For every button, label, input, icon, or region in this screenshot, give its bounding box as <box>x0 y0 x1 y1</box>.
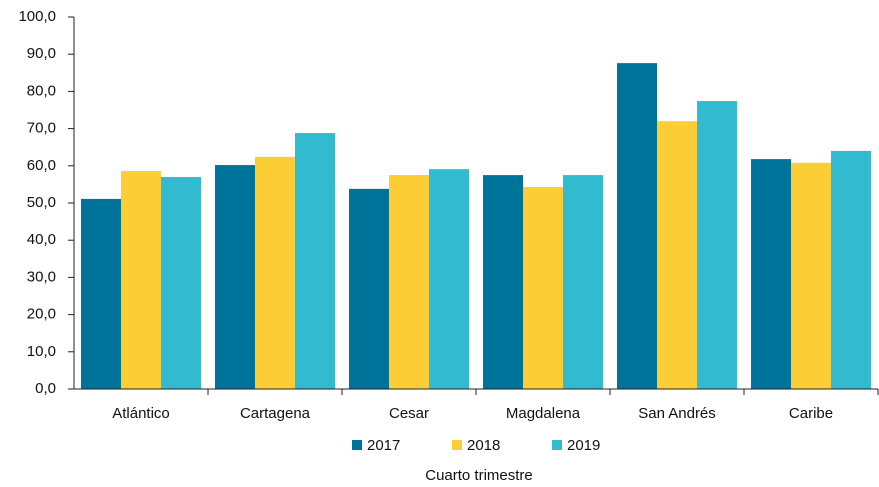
bar <box>295 133 335 389</box>
y-tick-label: 40,0 <box>27 231 56 248</box>
legend-label: 2019 <box>567 437 600 454</box>
y-tick-label: 80,0 <box>27 82 56 99</box>
bar <box>121 171 161 389</box>
bar <box>751 159 791 389</box>
legend-label: 2018 <box>467 437 500 454</box>
y-tick-label: 10,0 <box>27 343 56 360</box>
bar <box>161 176 201 389</box>
y-tick-label: 0,0 <box>35 380 56 397</box>
bar <box>215 165 255 389</box>
y-tick-label: 60,0 <box>27 157 56 174</box>
bar <box>791 162 831 389</box>
bar <box>255 156 295 389</box>
bar <box>389 175 429 389</box>
bar <box>81 198 121 389</box>
bar <box>429 169 469 389</box>
x-axis-title: Cuarto trimestre <box>425 467 533 484</box>
bar <box>831 150 871 389</box>
legend-label: 2017 <box>367 437 400 454</box>
bar <box>563 175 603 389</box>
x-tick-label: Atlántico <box>112 405 170 422</box>
x-tick-label: Caribe <box>789 405 833 422</box>
bar <box>349 188 389 389</box>
bar <box>657 121 697 389</box>
x-tick-label: San Andrés <box>638 405 716 422</box>
x-tick-label: Magdalena <box>506 405 581 422</box>
legend-swatch <box>452 440 462 450</box>
y-tick-label: 70,0 <box>27 120 56 137</box>
y-tick-label: 50,0 <box>27 194 56 211</box>
y-tick-label: 90,0 <box>27 45 56 62</box>
x-tick-label: Cesar <box>389 405 429 422</box>
y-tick-label: 30,0 <box>27 268 56 285</box>
y-tick-label: 100,0 <box>18 8 56 25</box>
bar <box>483 175 523 389</box>
y-tick-label: 20,0 <box>27 306 56 323</box>
legend-swatch <box>552 440 562 450</box>
bar <box>617 63 657 390</box>
legend-swatch <box>352 440 362 450</box>
bar <box>523 187 563 389</box>
x-tick-label: Cartagena <box>240 405 311 422</box>
bar <box>697 101 737 390</box>
